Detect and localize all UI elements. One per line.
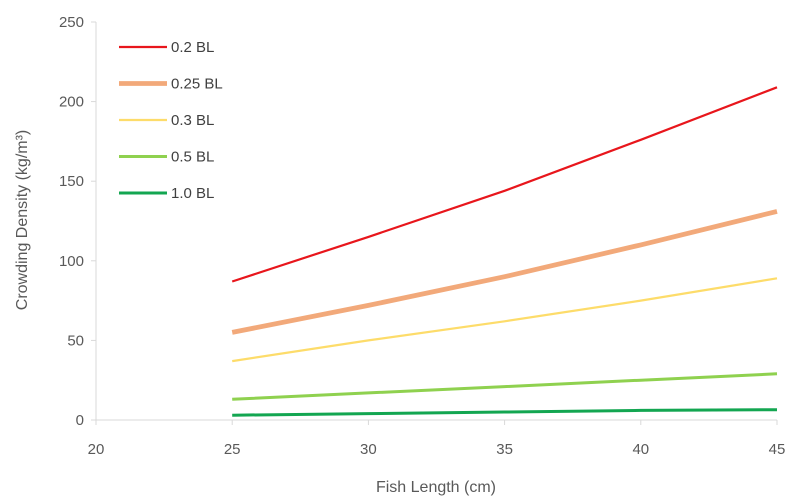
x-tick-label: 20 (88, 441, 105, 458)
plot-area (95, 22, 777, 421)
series-line-1-0-bl (232, 408, 778, 417)
series-line-0-5-bl (232, 372, 778, 401)
x-tick-label: 40 (632, 441, 649, 458)
legend-label: 0.25 BL (171, 76, 223, 93)
legend-item: 0.5 BL (119, 149, 214, 166)
legend-item: 1.0 BL (119, 185, 214, 202)
legend-label: 0.5 BL (171, 149, 214, 166)
y-tick-label: 250 (59, 14, 84, 31)
legend-item: 0.3 BL (119, 112, 214, 129)
y-tick-label: 200 (59, 94, 84, 111)
y-tick-label: 100 (59, 253, 84, 270)
x-tick-label: 25 (224, 441, 241, 458)
legend-label: 0.3 BL (171, 112, 214, 129)
x-axis-ticks: 20 25 30 35 40 45 (88, 420, 786, 458)
y-tick-label: 50 (67, 332, 84, 349)
legend-item: 0.25 BL (119, 76, 223, 93)
x-tick-label: 45 (769, 441, 786, 458)
x-tick-label: 35 (496, 441, 513, 458)
legend-label: 1.0 BL (171, 185, 214, 202)
y-axis-title: Crowding Density (kg/m³) (14, 130, 31, 310)
series-line-0-2-bl (231, 86, 778, 283)
legend: 0.2 BL 0.25 BL 0.3 BL 0.5 BL 1.0 BL (119, 39, 223, 202)
y-axis-ticks: 0 50 100 150 200 250 (59, 14, 96, 429)
x-tick-label: 30 (360, 441, 377, 458)
y-tick-label: 0 (76, 412, 84, 429)
series-line-0-25-bl (231, 209, 778, 335)
y-tick-label: 150 (59, 173, 84, 190)
series-layer (231, 86, 778, 417)
series-line-0-3-bl (232, 277, 778, 363)
x-axis-title: Fish Length (cm) (376, 479, 496, 496)
legend-label: 0.2 BL (171, 39, 214, 56)
legend-item: 0.2 BL (119, 39, 214, 56)
